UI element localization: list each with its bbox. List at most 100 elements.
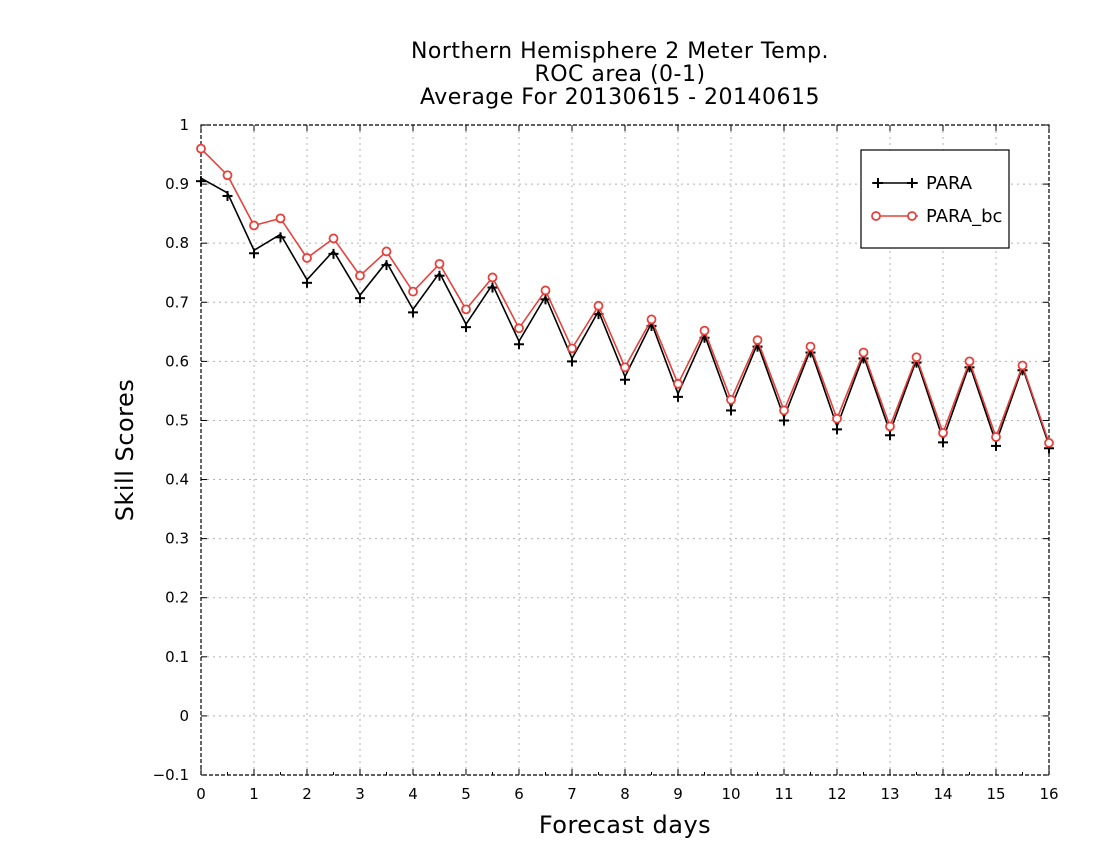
legend-label: PARA bbox=[926, 173, 973, 194]
y-tick-label: 0.4 bbox=[165, 471, 189, 489]
x-tick-label: 4 bbox=[408, 785, 418, 803]
plus-marker bbox=[832, 424, 842, 435]
plus-marker bbox=[381, 260, 392, 271]
circle-marker bbox=[328, 233, 339, 244]
legend-box bbox=[860, 149, 1010, 249]
x-tick-label: 9 bbox=[673, 785, 683, 803]
y-axis-title: Skill Scores bbox=[111, 379, 139, 522]
y-tick-label: 0.7 bbox=[165, 293, 189, 311]
legend: PARA PARA_bc bbox=[860, 149, 1010, 249]
plus-marker bbox=[779, 415, 789, 426]
plus-marker bbox=[249, 248, 259, 259]
x-tick-label: 16 bbox=[1039, 785, 1058, 803]
y-tick-label: 0.2 bbox=[165, 589, 189, 607]
circle-marker bbox=[461, 304, 471, 315]
circle-marker bbox=[567, 343, 577, 354]
circle-marker bbox=[673, 378, 683, 389]
circle-marker bbox=[726, 394, 736, 405]
circle-marker bbox=[646, 314, 657, 325]
circle-marker bbox=[381, 246, 392, 257]
title-line: Average For 20130615 - 20140615 bbox=[420, 85, 820, 110]
x-tick-label: 0 bbox=[196, 785, 206, 803]
title-line: ROC area (0-1) bbox=[534, 62, 705, 87]
circle-marker bbox=[620, 362, 630, 373]
plus-marker bbox=[991, 440, 1001, 451]
circle-marker bbox=[1017, 360, 1028, 371]
y-tick-label: 0.3 bbox=[165, 530, 189, 548]
plus-marker bbox=[567, 356, 577, 367]
series-para-bc bbox=[196, 143, 1054, 448]
plus-marker bbox=[620, 374, 630, 385]
x-tick-label: 3 bbox=[355, 785, 365, 803]
x-tick-label: 11 bbox=[774, 785, 793, 803]
x-tick-label: 5 bbox=[461, 785, 471, 803]
x-axis-title: Forecast days bbox=[539, 811, 711, 839]
y-tick-label: 0.6 bbox=[165, 352, 189, 370]
plus-marker bbox=[726, 405, 736, 416]
y-tick-label: 0.1 bbox=[165, 648, 189, 666]
plus-marker bbox=[938, 437, 948, 448]
legend-label: PARA_bc bbox=[926, 206, 1002, 227]
plus-marker bbox=[302, 277, 312, 288]
x-tick-label: 2 bbox=[302, 785, 312, 803]
x-tick-label: 14 bbox=[933, 785, 952, 803]
circle-marker bbox=[964, 356, 975, 367]
plus-marker bbox=[434, 270, 445, 281]
circle-marker bbox=[593, 300, 604, 311]
circle-marker bbox=[249, 220, 259, 231]
plus-marker bbox=[885, 430, 895, 441]
plus-marker bbox=[514, 339, 524, 350]
circle-marker bbox=[938, 427, 948, 438]
grid bbox=[201, 125, 1049, 775]
plus-marker bbox=[673, 391, 683, 402]
circle-marker bbox=[858, 347, 869, 358]
circle-marker bbox=[487, 272, 498, 283]
x-tick-label: 1 bbox=[249, 785, 259, 803]
chart-title: Northern Hemisphere 2 Meter Temp.ROC are… bbox=[411, 39, 829, 110]
series-lines bbox=[196, 143, 1054, 454]
circle-marker bbox=[222, 170, 233, 181]
x-tick-label: 6 bbox=[514, 785, 524, 803]
plus-marker bbox=[328, 248, 339, 259]
circle-marker bbox=[885, 421, 895, 432]
x-tick-label: 10 bbox=[721, 785, 740, 803]
y-tick-label: 0.5 bbox=[165, 411, 189, 429]
circle-marker bbox=[752, 335, 763, 345]
circle-marker bbox=[302, 253, 312, 263]
axis-ticks: −0.100.10.20.30.40.50.60.70.80.910 1 2 3 4 5 6… bbox=[153, 116, 1059, 803]
plus-marker bbox=[275, 232, 286, 243]
plus-marker bbox=[461, 322, 471, 333]
circle-marker bbox=[540, 285, 551, 296]
circle-marker bbox=[911, 352, 922, 363]
circle-marker bbox=[355, 270, 365, 281]
circle-marker bbox=[699, 325, 710, 336]
x-tick-label: 8 bbox=[620, 785, 630, 803]
circle-marker bbox=[991, 432, 1001, 442]
circle-marker bbox=[805, 341, 816, 352]
x-tick-label: 15 bbox=[986, 785, 1005, 803]
y-tick-label: 0.9 bbox=[165, 175, 189, 193]
circle-marker bbox=[779, 405, 789, 416]
plus-marker bbox=[196, 176, 206, 187]
circle-marker bbox=[1044, 438, 1054, 448]
circle-marker bbox=[832, 413, 842, 424]
y-tick-label: 0 bbox=[179, 707, 189, 725]
x-tick-label: 13 bbox=[880, 785, 899, 803]
plus-marker bbox=[222, 190, 233, 201]
circle-marker bbox=[275, 213, 286, 224]
x-tick-label: 12 bbox=[827, 785, 846, 803]
series-para bbox=[196, 176, 1054, 454]
circle-marker bbox=[196, 143, 206, 154]
plus-marker bbox=[408, 307, 418, 318]
plus-marker bbox=[355, 293, 365, 304]
x-tick-label: 7 bbox=[567, 785, 577, 803]
y-tick-label: −0.1 bbox=[153, 766, 189, 784]
plus-marker bbox=[487, 282, 498, 293]
title-line: Northern Hemisphere 2 Meter Temp. bbox=[411, 39, 829, 64]
circle-marker bbox=[434, 258, 445, 269]
y-tick-label: 1 bbox=[179, 116, 189, 134]
circle-marker bbox=[408, 286, 418, 297]
circle-marker bbox=[514, 323, 524, 334]
y-tick-label: 0.8 bbox=[165, 234, 189, 252]
